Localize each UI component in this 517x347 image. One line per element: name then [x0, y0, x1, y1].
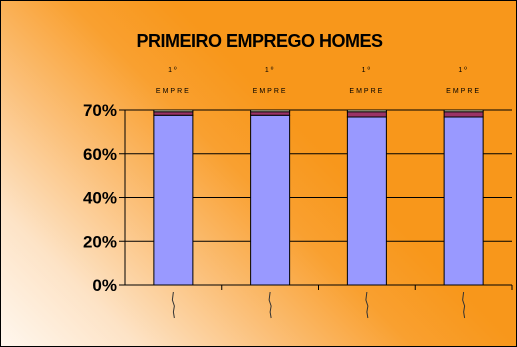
bar-segment-2	[346, 111, 387, 118]
x-category-label	[268, 291, 272, 319]
y-tick-label: 60%	[83, 145, 117, 164]
bar-top-label-line1: 1º	[458, 67, 468, 74]
x-category-label	[171, 291, 175, 319]
bar-segment-3	[443, 109, 484, 113]
bar-top-label-line1: 1º	[265, 67, 275, 74]
bar-segment-1	[443, 116, 484, 286]
bar-segment-2	[153, 111, 194, 116]
bar-segment-3	[346, 109, 387, 113]
x-category-label	[365, 291, 369, 319]
bar-top-label-line2: EMPRE	[349, 88, 384, 95]
bar-segment-1	[250, 114, 291, 286]
bar-top-label-line2: EMPRE	[446, 88, 481, 95]
y-tick-label: 0%	[92, 276, 117, 295]
y-tick-label: 70%	[83, 101, 117, 120]
x-category-label	[462, 291, 466, 319]
bar-segment-1	[346, 116, 387, 286]
bar-top-label-line2: EMPRE	[253, 88, 288, 95]
bar-segment-3	[153, 109, 194, 113]
bar-segment-2	[443, 111, 484, 118]
y-tick-label: 20%	[83, 232, 117, 251]
bar-top-label-line2: EMPRE	[156, 88, 191, 95]
chart-title: PRIMEIRO EMPREGO HOMES	[136, 31, 383, 51]
bar-segment-2	[250, 111, 291, 116]
bar-segment-1	[153, 114, 194, 286]
y-tick-label: 40%	[83, 189, 117, 208]
bar-top-label-line1: 1º	[362, 67, 372, 74]
bar-top-label-line1: 1º	[168, 67, 178, 74]
bar-segment-3	[250, 109, 291, 113]
